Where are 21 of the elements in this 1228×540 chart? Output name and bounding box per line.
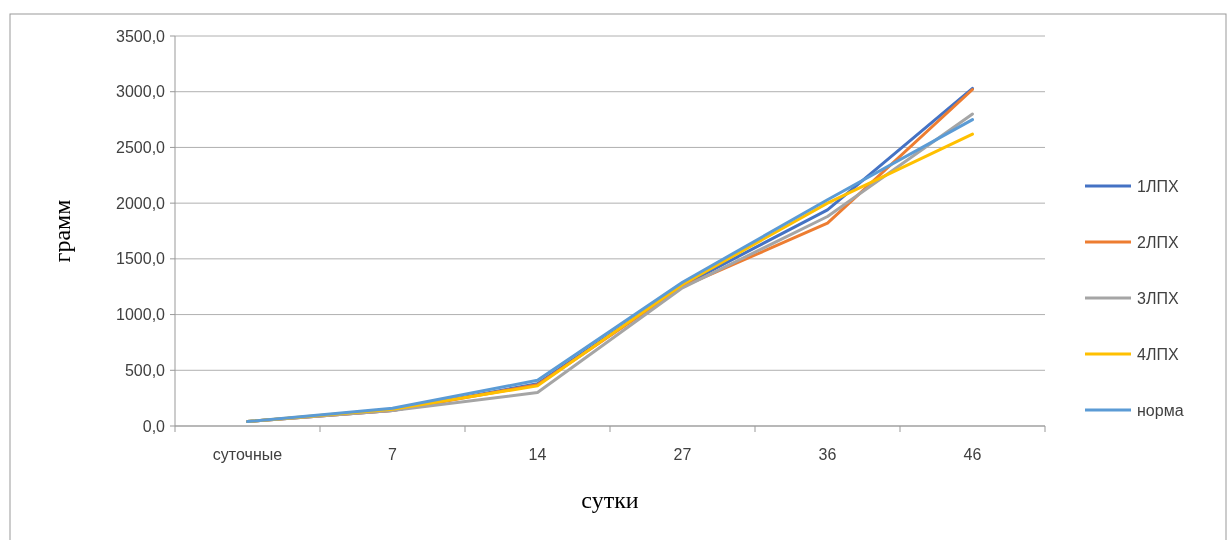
legend-label: 1ЛПХ — [1137, 177, 1179, 195]
y-tick-label: 1500,0 — [116, 250, 166, 268]
legend-label: 4ЛПХ — [1137, 345, 1179, 363]
y-tick-label: 2500,0 — [116, 139, 166, 157]
y-tick-label: 2000,0 — [116, 194, 166, 212]
x-tick-label: суточные — [212, 446, 283, 463]
y-tick-label: 1000,0 — [116, 306, 166, 324]
x-tick-label: 46 — [963, 446, 982, 463]
x-tick-label: 36 — [818, 446, 837, 463]
x-tick-label: 7 — [388, 446, 398, 463]
x-tick-label: 27 — [673, 446, 692, 463]
x-tick-label: 14 — [528, 446, 547, 463]
y-tick-label: 0,0 — [142, 417, 166, 435]
y-tick-label: 3500,0 — [116, 27, 166, 45]
legend-label: 2ЛПХ — [1137, 233, 1179, 251]
legend-label: норма — [1137, 401, 1184, 419]
x-axis-title: сутки — [581, 487, 639, 513]
y-tick-label: 3000,0 — [116, 83, 166, 101]
y-axis-title: грамм — [49, 199, 75, 263]
legend-label: 3ЛПХ — [1137, 289, 1179, 307]
y-tick-label: 500,0 — [124, 361, 166, 379]
